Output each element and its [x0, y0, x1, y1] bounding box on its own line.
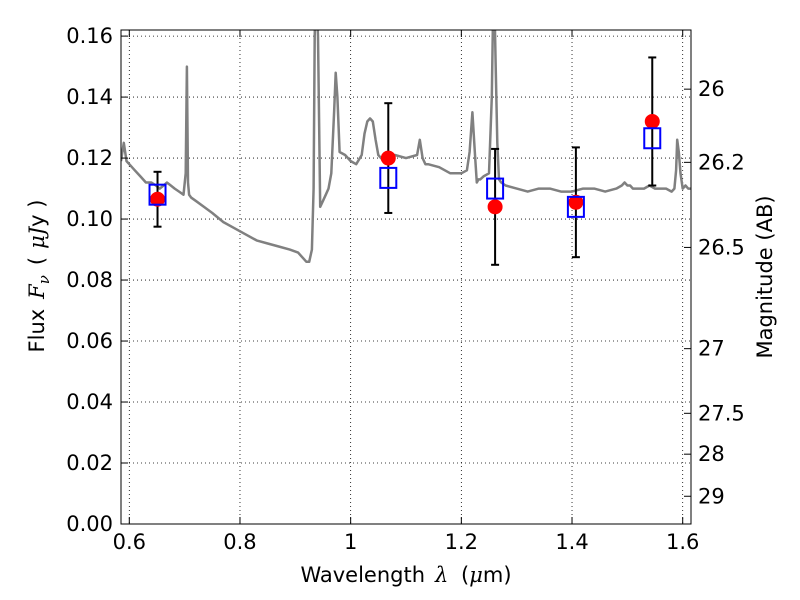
observed-point	[380, 150, 396, 166]
plot-area	[121, 30, 691, 266]
x-tick-label: 1.2	[445, 530, 478, 554]
y2-tick-label: 29	[698, 484, 725, 508]
axis-ticks	[121, 30, 691, 525]
model-photometry-square	[643, 127, 662, 150]
y-tick-label: 0.12	[66, 146, 113, 170]
y-tick-label: 0.10	[66, 207, 113, 231]
y2-tick-label: 28	[698, 442, 725, 466]
y-tick-label: 0.04	[66, 390, 113, 414]
y-tick-label: 0.02	[66, 451, 113, 475]
y2-tick-label: 27.5	[698, 401, 745, 425]
y-tick-label: 0.00	[66, 512, 113, 536]
plot-frame	[120, 29, 692, 525]
y-tick-label: 0.06	[66, 329, 113, 353]
y2-tick-label: 26.5	[698, 235, 745, 259]
tick-labels: 0.6 0.8 1 1.2 1.4 1.6 0.00 0.02 0.04 0.06 0.08 0.10…	[66, 24, 745, 554]
x-axis-label: Wavelength λ (μm)	[300, 563, 511, 587]
x-tick-label: 1	[344, 530, 357, 554]
x-tick-label: 1.4	[555, 530, 588, 554]
observed-point	[644, 113, 660, 129]
y2-tick-label: 27	[698, 337, 725, 361]
x-tick-label: 0.6	[113, 530, 146, 554]
y2-tick-label: 26.2	[698, 150, 745, 174]
model-photometry-square	[566, 195, 585, 218]
model-photometry-square	[379, 166, 398, 189]
model-photometry-square	[148, 183, 167, 206]
y-tick-label: 0.14	[66, 85, 113, 109]
x-tick-label: 0.8	[223, 530, 256, 554]
y-axis-label: FluxFν(μJy )	[25, 200, 53, 353]
observed-point	[487, 199, 503, 215]
x-tick-label: 1.6	[666, 530, 699, 554]
y-tick-label: 0.16	[66, 24, 113, 48]
model-photometry-square	[486, 177, 505, 200]
y-tick-label: 0.08	[66, 268, 113, 292]
y2-tick-label: 26	[698, 77, 725, 101]
y2-axis-label: Magnitude (AB)	[753, 195, 777, 358]
